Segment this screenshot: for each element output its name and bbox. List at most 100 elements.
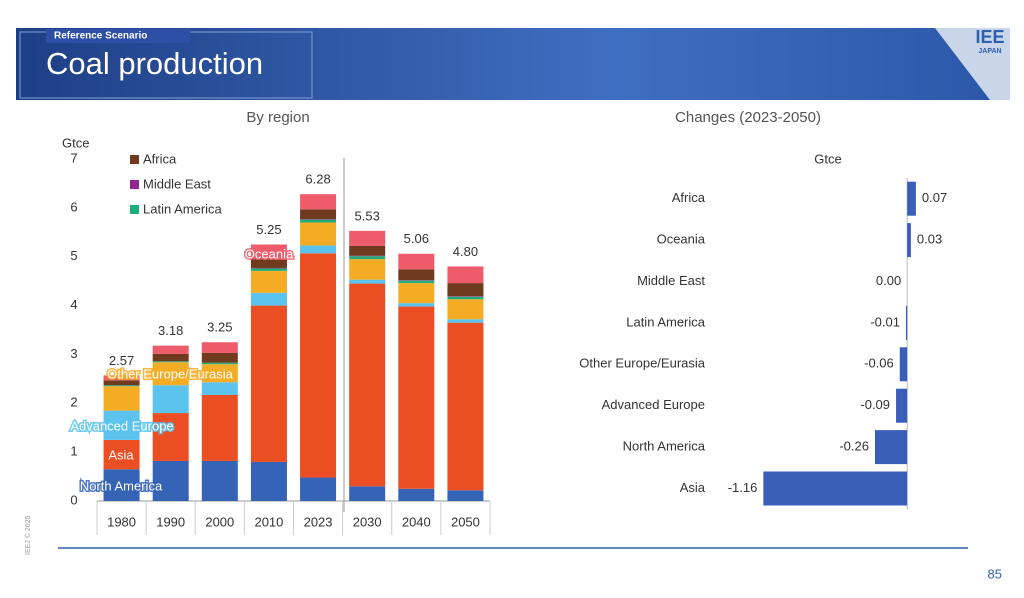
bar-segment xyxy=(300,219,337,223)
bar-segment xyxy=(349,259,386,280)
bar-segment xyxy=(447,296,484,300)
bar-segment xyxy=(300,209,337,220)
total-label: 5.53 xyxy=(355,208,380,223)
bar-segment xyxy=(349,245,386,256)
y-tick-label: 4 xyxy=(70,297,77,312)
bar xyxy=(896,388,908,423)
y-tick-label: 5 xyxy=(70,248,77,263)
bar xyxy=(905,305,908,340)
bar-segment xyxy=(250,244,287,260)
x-tick-label: 1980 xyxy=(107,514,136,529)
bar-segment xyxy=(349,283,386,487)
value-label: -0.06 xyxy=(864,356,894,371)
bar-segment xyxy=(201,460,238,501)
bar-segment xyxy=(201,342,238,353)
tag-box xyxy=(46,29,190,43)
bar-segment xyxy=(201,364,238,383)
category-label: Other Europe/Eurasia xyxy=(579,356,706,371)
series-label: Asia xyxy=(108,447,134,462)
total-label: 3.25 xyxy=(207,320,232,335)
x-tick-label: 2023 xyxy=(304,514,333,529)
x-tick-label: 2040 xyxy=(402,514,431,529)
header-tag: Reference Scenario xyxy=(54,31,147,42)
y-axis-label: Gtce xyxy=(62,135,89,150)
x-axis-label: Gtce xyxy=(814,151,841,166)
bar-segment xyxy=(152,385,189,414)
y-tick-label: 7 xyxy=(70,150,77,165)
x-tick-label: 2030 xyxy=(353,514,382,529)
bar-segment xyxy=(398,253,435,270)
category-label: Middle East xyxy=(637,273,705,288)
bar-segment xyxy=(349,279,386,284)
category-label: Asia xyxy=(680,480,706,495)
bar-segment xyxy=(447,490,484,501)
bar xyxy=(763,471,908,506)
x-tick-label: 2050 xyxy=(451,514,480,529)
bar-segment xyxy=(300,477,337,501)
category-label: North America xyxy=(623,439,706,454)
series-label: Oceania xyxy=(245,246,294,261)
bar-segment xyxy=(398,488,435,501)
logo-sub: JAPAN xyxy=(978,48,1001,55)
x-tick-label: 1990 xyxy=(156,514,185,529)
value-label: 0.00 xyxy=(876,273,901,288)
legend-label: Africa xyxy=(143,151,177,166)
bar-segment xyxy=(398,303,435,307)
total-label: 6.28 xyxy=(305,172,330,187)
bar-segment xyxy=(250,259,287,268)
value-label: -0.01 xyxy=(870,314,900,329)
bar-segment xyxy=(250,305,287,462)
bar-segment xyxy=(152,353,189,362)
bar-segment xyxy=(349,256,386,260)
x-tick-label: 2010 xyxy=(254,514,283,529)
bar-segment xyxy=(349,486,386,501)
bar-segment xyxy=(103,439,140,470)
bar-segment xyxy=(398,306,435,489)
page-number: 85 xyxy=(988,566,1002,581)
total-label: 4.80 xyxy=(453,244,478,259)
total-label: 3.18 xyxy=(158,323,183,338)
legend-swatch xyxy=(130,205,139,214)
bar-segment xyxy=(300,194,337,210)
bar-segment xyxy=(447,266,484,284)
category-label: Latin America xyxy=(626,314,706,329)
bar xyxy=(907,181,916,216)
bar-segment xyxy=(201,352,238,363)
total-label: 2.57 xyxy=(109,353,134,368)
category-label: Advanced Europe xyxy=(602,397,705,412)
bar-segment xyxy=(152,361,189,363)
bar-segment xyxy=(103,410,140,440)
value-label: -0.26 xyxy=(839,439,869,454)
bar-segment xyxy=(300,245,337,254)
legend-label: Middle East xyxy=(143,176,211,191)
legend-swatch xyxy=(130,155,139,164)
bar xyxy=(907,223,911,258)
bar-segment xyxy=(152,345,189,354)
logo-fold xyxy=(935,28,1010,100)
bar-segment xyxy=(152,413,189,461)
chart-title: By region xyxy=(246,109,309,126)
x-tick-label: 2000 xyxy=(205,514,234,529)
bar-segment xyxy=(250,270,287,293)
bar-segment xyxy=(250,268,287,271)
chart-title: Changes (2023-2050) xyxy=(675,109,821,126)
bar-segment xyxy=(447,283,484,297)
bar-segment xyxy=(300,253,337,478)
y-tick-label: 2 xyxy=(70,395,77,410)
bar-segment xyxy=(103,385,140,387)
bar xyxy=(899,347,908,382)
y-tick-label: 0 xyxy=(70,492,77,507)
value-label: 0.03 xyxy=(917,232,942,247)
bar-segment xyxy=(398,283,435,304)
value-label: 0.07 xyxy=(922,190,947,205)
y-tick-label: 6 xyxy=(70,199,77,214)
bar-segment xyxy=(201,382,238,395)
y-tick-label: 3 xyxy=(70,346,77,361)
series-label: North America xyxy=(80,478,163,493)
bar-segment xyxy=(201,394,238,461)
legend-swatch xyxy=(130,180,139,189)
series-label: Advanced Europe xyxy=(70,418,173,433)
bar-segment xyxy=(398,269,435,281)
